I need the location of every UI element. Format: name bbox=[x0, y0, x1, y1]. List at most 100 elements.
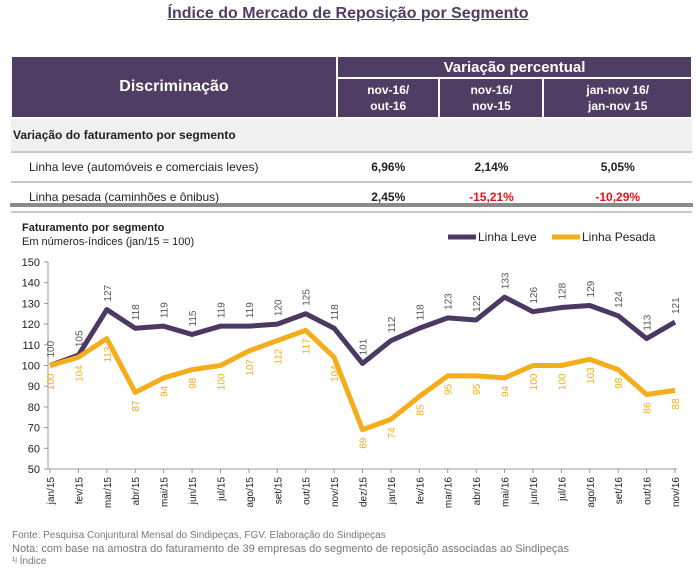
data-label: 127 bbox=[103, 284, 114, 301]
data-label: 101 bbox=[359, 338, 370, 355]
header-col-2: nov-16/nov-15 bbox=[438, 77, 545, 119]
data-label: 105 bbox=[74, 330, 85, 347]
legend-label: Linha Leve bbox=[478, 230, 537, 244]
y-tick-label: 50 bbox=[28, 464, 40, 476]
x-tick-label: ago/15 bbox=[245, 477, 256, 508]
data-label: 112 bbox=[273, 348, 284, 364]
data-label: 120 bbox=[273, 299, 284, 316]
x-tick-label: jan/16 bbox=[387, 477, 398, 506]
data-label: 107 bbox=[245, 359, 256, 376]
series-line-pesada bbox=[49, 327, 676, 433]
y-tick-label: 60 bbox=[28, 443, 40, 455]
table-row: Linha leve (automóveis e comerciais leve… bbox=[11, 152, 692, 183]
header-variacao: Variação percentual bbox=[336, 55, 693, 79]
y-tick-label: 90 bbox=[28, 381, 40, 393]
data-label: 88 bbox=[671, 398, 682, 410]
x-tick-label: out/15 bbox=[302, 477, 313, 505]
header-discriminacao: Discriminação bbox=[10, 55, 338, 119]
x-tick-label: mai/16 bbox=[501, 477, 512, 507]
data-label: 113 bbox=[643, 314, 654, 330]
x-tick-label: dez/15 bbox=[359, 477, 370, 507]
x-tick-label: mai/15 bbox=[160, 477, 171, 507]
data-label: 123 bbox=[444, 293, 455, 310]
x-tick-label: jul/16 bbox=[557, 477, 568, 502]
variation-table: Discriminação Variação percentual nov-16… bbox=[10, 55, 693, 213]
x-tick-label: mar/15 bbox=[103, 477, 114, 509]
x-tick-label: fev/15 bbox=[74, 477, 85, 505]
data-label: 118 bbox=[131, 304, 142, 320]
y-tick-label: 80 bbox=[28, 402, 40, 414]
legend-label: Linha Pesada bbox=[582, 230, 656, 244]
y-tick-label: 130 bbox=[22, 298, 40, 310]
table-row: Linha pesada (caminhões e ônibus) 2,45% … bbox=[11, 182, 692, 213]
cell: 5,05% bbox=[543, 152, 692, 183]
table-divider bbox=[10, 203, 693, 207]
x-tick-label: jan/15 bbox=[46, 477, 57, 506]
index-note: ¹ʲ Índice bbox=[12, 556, 47, 567]
x-tick-label: jun/16 bbox=[529, 477, 540, 506]
data-label: 121 bbox=[671, 297, 682, 314]
x-tick-label: abr/15 bbox=[131, 477, 142, 506]
x-tick-label: mar/16 bbox=[444, 477, 455, 509]
data-label: 69 bbox=[359, 437, 370, 449]
data-label: 115 bbox=[188, 310, 199, 326]
data-label: 133 bbox=[501, 272, 512, 289]
y-tick-label: 120 bbox=[22, 319, 40, 331]
y-tick-label: 140 bbox=[22, 278, 40, 290]
data-label: 94 bbox=[501, 385, 512, 397]
data-label: 129 bbox=[586, 280, 597, 297]
header-col-3: jan-nov 16/jan-nov 15 bbox=[542, 77, 693, 119]
chart-subtitle: Em números-índices (jan/15 = 100) bbox=[22, 236, 195, 248]
cell: -15,21% bbox=[439, 182, 544, 213]
data-label: 100 bbox=[557, 373, 568, 390]
data-label: 86 bbox=[643, 402, 654, 414]
series-line-leve bbox=[49, 294, 677, 368]
x-tick-label: fev/16 bbox=[415, 477, 426, 505]
data-label: 122 bbox=[472, 295, 483, 312]
section-row: Variação do faturamento por segmento bbox=[11, 118, 692, 153]
data-label: 94 bbox=[160, 385, 171, 397]
y-tick-label: 150 bbox=[22, 257, 40, 269]
data-label: 126 bbox=[529, 287, 540, 304]
data-label: 104 bbox=[330, 365, 341, 382]
cell: -10,29% bbox=[543, 182, 692, 213]
data-label: 103 bbox=[586, 367, 597, 384]
data-label: 124 bbox=[614, 291, 625, 308]
page-title: Índice do Mercado de Reposição por Segme… bbox=[167, 5, 529, 22]
y-tick-label: 110 bbox=[22, 340, 40, 352]
y-tick-label: 70 bbox=[28, 423, 40, 435]
cell: 6,96% bbox=[337, 152, 440, 183]
row-label: Linha pesada (caminhões e ônibus) bbox=[11, 182, 337, 213]
data-label: 98 bbox=[188, 377, 199, 389]
x-tick-label: set/16 bbox=[614, 477, 625, 505]
data-label: 112 bbox=[387, 316, 398, 332]
data-label: 117 bbox=[302, 338, 313, 354]
x-tick-label: jul/15 bbox=[216, 477, 227, 502]
data-label: 95 bbox=[472, 383, 483, 395]
data-label: 113 bbox=[103, 346, 114, 362]
data-label: 119 bbox=[216, 302, 227, 318]
cell: 2,45% bbox=[337, 182, 440, 213]
data-label: 87 bbox=[131, 400, 142, 412]
data-label: 95 bbox=[444, 383, 455, 395]
sample-note: Nota: com base na amostra do faturamento… bbox=[12, 543, 570, 555]
data-label: 118 bbox=[330, 304, 341, 320]
data-label: 85 bbox=[415, 404, 426, 416]
data-label: 100 bbox=[46, 340, 57, 357]
data-label: 118 bbox=[415, 304, 426, 320]
y-tick-label: 100 bbox=[22, 361, 40, 373]
data-label: 104 bbox=[74, 365, 85, 382]
chart-title: Faturamento por segmento bbox=[22, 222, 165, 234]
x-tick-label: ago/16 bbox=[586, 477, 597, 508]
data-label: 125 bbox=[302, 289, 313, 306]
x-tick-label: jun/15 bbox=[188, 477, 199, 506]
x-tick-label: abr/16 bbox=[472, 477, 483, 506]
data-label: 128 bbox=[557, 282, 568, 299]
row-label: Linha leve (automóveis e comerciais leve… bbox=[11, 152, 337, 183]
x-tick-label: out/16 bbox=[643, 477, 654, 505]
data-label: 100 bbox=[46, 373, 57, 390]
data-label: 100 bbox=[529, 373, 540, 390]
data-label: 100 bbox=[216, 373, 227, 390]
x-tick-label: nov/16 bbox=[671, 477, 682, 507]
